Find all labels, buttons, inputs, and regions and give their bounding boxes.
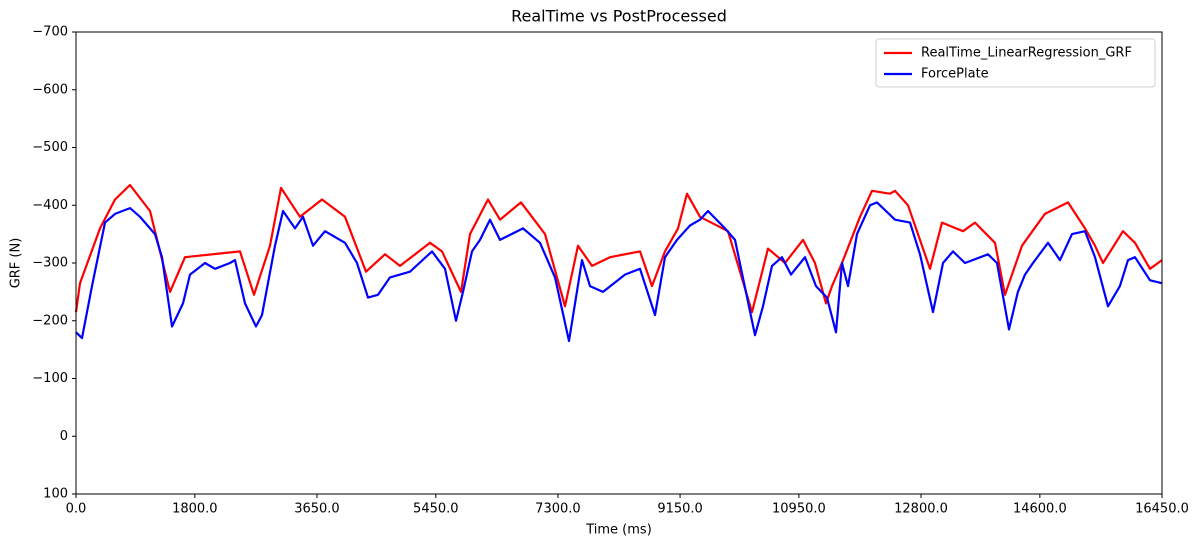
y-tick-label: −100 (32, 371, 68, 386)
y-tick-label: 100 (43, 487, 68, 502)
legend-label: ForcePlate (921, 67, 989, 82)
axes-frame (75, 31, 1163, 495)
x-tick-label: 12800.0 (894, 502, 948, 517)
x-tick-label: 3650.0 (294, 502, 340, 517)
x-tick-label: 16450.0 (1135, 502, 1189, 517)
x-axis-label: Time (ms) (585, 523, 652, 538)
series-line (74, 183, 1163, 314)
y-tick-label: −200 (32, 313, 68, 328)
y-axis-label: GRF (N) (9, 238, 24, 289)
y-tick-label: −600 (32, 82, 68, 97)
y-tick-label: 0 (60, 429, 68, 444)
y-tick-label: −700 (32, 25, 68, 40)
x-tick-label: 0.0 (66, 502, 87, 517)
series-line (75, 201, 1163, 343)
chart-title: RealTime vs PostProcessed (511, 7, 727, 26)
legend-box (875, 38, 1156, 88)
x-tick-label: 9150.0 (657, 502, 703, 517)
x-tick-label: 10950.0 (772, 502, 826, 517)
y-tick-label: −500 (32, 140, 68, 155)
legend-label: RealTime_LinearRegression_GRF (921, 46, 1132, 61)
x-tick-label: 1800.0 (172, 502, 218, 517)
x-tick-label: 5450.0 (413, 502, 459, 517)
x-tick-label: 7300.0 (535, 502, 581, 517)
y-tick-label: −400 (32, 198, 68, 213)
x-tick-label: 14600.0 (1013, 502, 1067, 517)
y-tick-label: −300 (32, 256, 68, 271)
